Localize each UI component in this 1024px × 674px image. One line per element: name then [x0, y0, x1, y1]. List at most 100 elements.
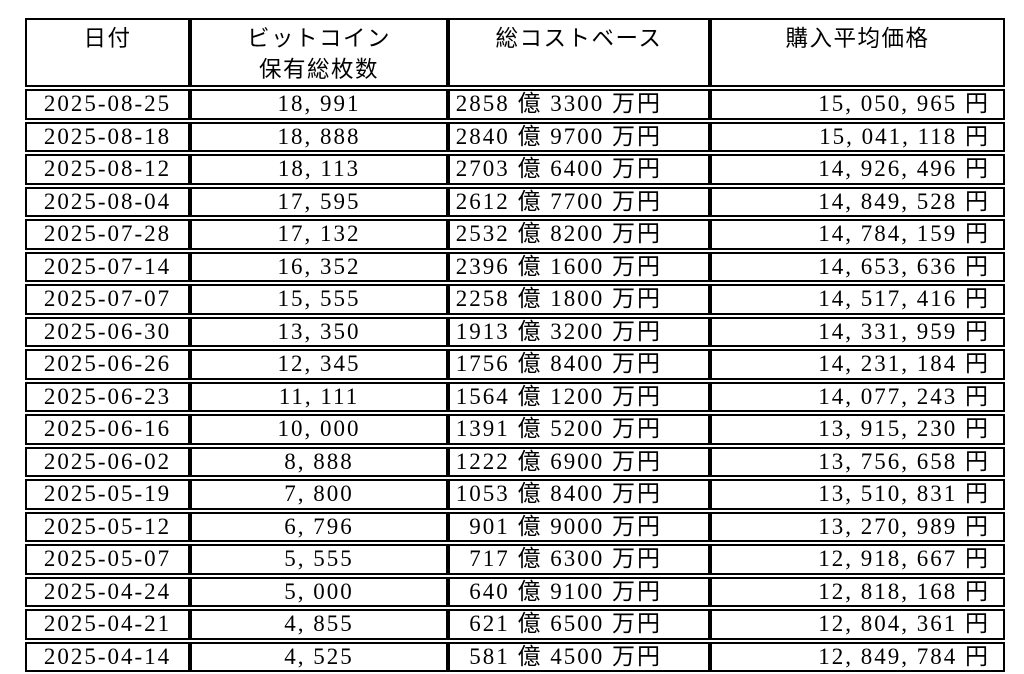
cell-avg-price: 14, 784, 159 円: [710, 219, 1005, 250]
table-row: 2025-04-14 4, 525 581 億 4500 万円 12, 849, 78…: [25, 641, 1005, 672]
cell-avg-price: 14, 849, 528 円: [710, 186, 1005, 217]
cell-cost-base: 2532 億 8200 万円: [448, 219, 710, 250]
cell-avg-price: 13, 510, 831 円: [710, 479, 1005, 510]
cell-avg-price: 14, 926, 496 円: [710, 154, 1005, 185]
cell-date: 2025-07-28: [25, 219, 190, 250]
cell-btc-count: 18, 991: [190, 89, 448, 120]
cell-date: 2025-08-25: [25, 89, 190, 120]
cell-cost-base: 1564 億 1200 万円: [448, 381, 710, 412]
col-header-btc-held: ビットコイン 保有総枚数: [190, 18, 448, 87]
cell-cost-base: 2612 億 7700 万円: [448, 186, 710, 217]
cell-btc-count: 11, 111: [190, 381, 448, 412]
col-header-btc-held-line2: 保有総枚数: [258, 57, 379, 82]
table-row: 2025-08-18 18, 888 2840 億 9700 万円 15, 041, …: [25, 121, 1005, 152]
table-row: 2025-04-21 4, 855 621 億 6500 万円 12, 804, 36…: [25, 609, 1005, 640]
cell-avg-price: 15, 041, 118 円: [710, 121, 1005, 152]
cell-avg-price: 12, 818, 168 円: [710, 576, 1005, 607]
cell-avg-price: 14, 653, 636 円: [710, 251, 1005, 282]
cell-date: 2025-07-14: [25, 251, 190, 282]
table-header: 日付 ビットコイン 保有総枚数 総コストベース 購入平均価格: [25, 18, 1005, 87]
cell-date: 2025-05-07: [25, 544, 190, 575]
cell-date: 2025-07-07: [25, 284, 190, 315]
cell-date: 2025-04-24: [25, 576, 190, 607]
col-header-btc-held-line1: ビットコイン: [246, 26, 391, 51]
cell-cost-base: 717 億 6300 万円: [448, 544, 710, 575]
cell-cost-base: 901 億 9000 万円: [448, 511, 710, 542]
cell-date: 2025-06-23: [25, 381, 190, 412]
cell-avg-price: 14, 331, 959 円: [710, 316, 1005, 347]
cell-date: 2025-08-12: [25, 154, 190, 185]
cell-cost-base: 1222 億 6900 万円: [448, 446, 710, 477]
cell-date: 2025-08-18: [25, 121, 190, 152]
cell-btc-count: 17, 595: [190, 186, 448, 217]
col-header-avg-price-label: 購入平均価格: [785, 26, 930, 51]
cell-cost-base: 2858 億 3300 万円: [448, 89, 710, 120]
table-row: 2025-08-25 18, 991 2858 億 3300 万円 15, 050, …: [25, 89, 1005, 120]
cell-date: 2025-06-02: [25, 446, 190, 477]
cell-btc-count: 16, 352: [190, 251, 448, 282]
cell-avg-price: 12, 918, 667 円: [710, 544, 1005, 575]
cell-cost-base: 581 億 4500 万円: [448, 641, 710, 672]
cell-avg-price: 15, 050, 965 円: [710, 89, 1005, 120]
cell-date: 2025-06-26: [25, 349, 190, 380]
cell-btc-count: 4, 855: [190, 609, 448, 640]
table-row: 2025-05-12 6, 796 901 億 9000 万円 13, 270, 98…: [25, 511, 1005, 542]
table-row: 2025-06-26 12, 345 1756 億 8400 万円 14, 231, …: [25, 349, 1005, 380]
cell-btc-count: 18, 113: [190, 154, 448, 185]
cell-btc-count: 8, 888: [190, 446, 448, 477]
cell-cost-base: 2396 億 1600 万円: [448, 251, 710, 282]
cell-date: 2025-06-30: [25, 316, 190, 347]
cell-date: 2025-04-14: [25, 641, 190, 672]
cell-cost-base: 2840 億 9700 万円: [448, 121, 710, 152]
cell-date: 2025-05-19: [25, 479, 190, 510]
cell-btc-count: 4, 525: [190, 641, 448, 672]
btc-holdings-table-wrap: 日付 ビットコイン 保有総枚数 総コストベース 購入平均価格 2025-08-2…: [25, 16, 1005, 674]
table-row: 2025-05-19 7, 800 1053 億 8400 万円 13, 510, 8…: [25, 479, 1005, 510]
table-row: 2025-07-07 15, 555 2258 億 1800 万円 14, 517, …: [25, 284, 1005, 315]
table-row: 2025-05-07 5, 555 717 億 6300 万円 12, 918, 66…: [25, 544, 1005, 575]
col-header-date-label: 日付: [83, 26, 132, 51]
cell-avg-price: 14, 517, 416 円: [710, 284, 1005, 315]
cell-date: 2025-05-12: [25, 511, 190, 542]
cell-btc-count: 5, 000: [190, 576, 448, 607]
cell-date: 2025-08-04: [25, 186, 190, 217]
cell-cost-base: 2703 億 6400 万円: [448, 154, 710, 185]
cell-cost-base: 621 億 6500 万円: [448, 609, 710, 640]
table-row: 2025-07-28 17, 132 2532 億 8200 万円 14, 784, …: [25, 219, 1005, 250]
table-body: 2025-08-25 18, 991 2858 億 3300 万円 15, 050, …: [25, 89, 1005, 672]
header-row: 日付 ビットコイン 保有総枚数 総コストベース 購入平均価格: [25, 18, 1005, 87]
cell-btc-count: 17, 132: [190, 219, 448, 250]
col-header-date: 日付: [25, 18, 190, 87]
cell-avg-price: 12, 849, 784 円: [710, 641, 1005, 672]
cell-btc-count: 13, 350: [190, 316, 448, 347]
cell-btc-count: 7, 800: [190, 479, 448, 510]
cell-btc-count: 18, 888: [190, 121, 448, 152]
table-row: 2025-06-02 8, 888 1222 億 6900 万円 13, 756, 6…: [25, 446, 1005, 477]
cell-cost-base: 1391 億 5200 万円: [448, 414, 710, 445]
cell-avg-price: 13, 756, 658 円: [710, 446, 1005, 477]
table-row: 2025-08-12 18, 113 2703 億 6400 万円 14, 926, …: [25, 154, 1005, 185]
table-row: 2025-06-23 11, 111 1564 億 1200 万円 14, 077, …: [25, 381, 1005, 412]
cell-btc-count: 10, 000: [190, 414, 448, 445]
table-row: 2025-06-16 10, 000 1391 億 5200 万円 13, 915, …: [25, 414, 1005, 445]
cell-cost-base: 1053 億 8400 万円: [448, 479, 710, 510]
cell-avg-price: 13, 270, 989 円: [710, 511, 1005, 542]
table-row: 2025-06-30 13, 350 1913 億 3200 万円 14, 331, …: [25, 316, 1005, 347]
table-row: 2025-08-04 17, 595 2612 億 7700 万円 14, 849, …: [25, 186, 1005, 217]
cell-cost-base: 1913 億 3200 万円: [448, 316, 710, 347]
cell-btc-count: 12, 345: [190, 349, 448, 380]
table-row: 2025-07-14 16, 352 2396 億 1600 万円 14, 653, …: [25, 251, 1005, 282]
cell-avg-price: 12, 804, 361 円: [710, 609, 1005, 640]
cell-avg-price: 14, 077, 243 円: [710, 381, 1005, 412]
cell-btc-count: 6, 796: [190, 511, 448, 542]
col-header-cost-base-label: 総コストベース: [495, 26, 663, 51]
col-header-cost-base: 総コストベース: [448, 18, 710, 87]
table-row: 2025-04-24 5, 000 640 億 9100 万円 12, 818, 16…: [25, 576, 1005, 607]
btc-holdings-table: 日付 ビットコイン 保有総枚数 総コストベース 購入平均価格 2025-08-2…: [25, 16, 1005, 674]
cell-btc-count: 15, 555: [190, 284, 448, 315]
cell-cost-base: 2258 億 1800 万円: [448, 284, 710, 315]
cell-date: 2025-04-21: [25, 609, 190, 640]
cell-btc-count: 5, 555: [190, 544, 448, 575]
cell-date: 2025-06-16: [25, 414, 190, 445]
cell-avg-price: 13, 915, 230 円: [710, 414, 1005, 445]
